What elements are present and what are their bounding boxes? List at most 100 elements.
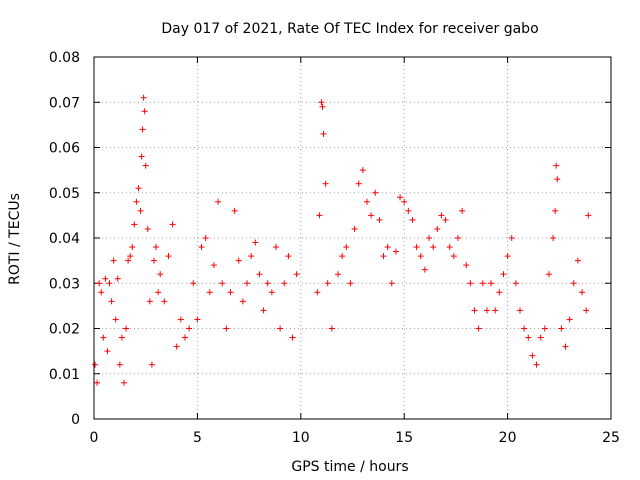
- data-point-marker: [553, 162, 560, 169]
- data-point-marker: [562, 343, 569, 350]
- data-point-marker: [488, 280, 495, 287]
- data-point-marker: [219, 280, 226, 287]
- data-point-marker: [127, 253, 134, 260]
- data-point-marker: [100, 334, 107, 341]
- y-tick-label: 0.06: [49, 141, 80, 157]
- data-point-marker: [500, 271, 507, 278]
- x-tick-label: 5: [193, 430, 202, 446]
- data-point-marker: [190, 280, 197, 287]
- data-point-marker: [165, 253, 172, 260]
- data-point-marker: [322, 180, 329, 187]
- data-point-marker: [483, 307, 490, 314]
- data-point-marker: [417, 253, 424, 260]
- data-point-marker: [335, 271, 342, 278]
- data-point-marker: [155, 289, 162, 296]
- data-point-marker: [118, 334, 125, 341]
- data-point-marker: [108, 298, 115, 305]
- data-point-marker: [318, 99, 325, 106]
- data-point-marker: [583, 307, 590, 314]
- data-point-marker: [566, 316, 573, 323]
- axis-ticks: 0 5 10 15 20 25 0 0.01 0.02 0.03 0.04 0.05 0.06 0.07 0…: [49, 50, 620, 446]
- data-point-marker: [161, 298, 168, 305]
- data-point-marker: [144, 225, 151, 232]
- data-point-marker: [450, 253, 457, 260]
- data-point-marker: [446, 244, 453, 251]
- data-point-marker: [454, 235, 461, 241]
- data-point-marker: [397, 194, 404, 201]
- data-point-marker: [215, 198, 222, 205]
- data-point-marker: [186, 325, 193, 332]
- data-point-marker: [293, 271, 300, 278]
- data-point-marker: [133, 198, 140, 205]
- y-tick-label: 0: [71, 412, 80, 428]
- x-tick-label: 20: [499, 430, 517, 446]
- data-point-marker: [438, 212, 445, 219]
- data-point-marker: [320, 130, 327, 137]
- data-point-marker: [459, 207, 466, 214]
- data-point-marker: [104, 348, 111, 355]
- data-point-marker: [252, 239, 259, 246]
- data-point-marker: [405, 207, 412, 214]
- data-point-marker: [223, 325, 230, 332]
- data-point-marker: [94, 379, 101, 386]
- data-point-marker: [110, 257, 117, 264]
- data-point-marker: [585, 212, 592, 219]
- data-point-marker: [198, 244, 205, 251]
- data-point-marker: [146, 298, 153, 305]
- data-point-marker: [106, 280, 113, 287]
- data-point-marker: [426, 235, 433, 241]
- data-point-marker: [372, 189, 379, 196]
- data-point-marker: [541, 325, 548, 332]
- data-point-marker: [525, 334, 532, 341]
- x-tick-label: 15: [395, 430, 413, 446]
- data-point-marker: [239, 298, 246, 305]
- data-point-marker: [256, 271, 263, 278]
- data-point-marker: [210, 262, 217, 269]
- data-point-marker: [537, 334, 544, 341]
- data-point-marker: [347, 280, 354, 287]
- data-point-marker: [202, 235, 209, 241]
- data-point-marker: [508, 235, 515, 241]
- data-point-marker: [328, 325, 335, 332]
- data-point-marker: [550, 235, 557, 241]
- data-point-marker: [430, 244, 437, 251]
- data-point-marker: [177, 316, 184, 323]
- data-point-marker: [98, 289, 105, 296]
- data-point-marker: [135, 185, 142, 192]
- data-point-marker: [479, 280, 486, 287]
- y-tick-label: 0.01: [49, 367, 80, 383]
- chart-title: Day 017 of 2021, Rate Of TEC Index for r…: [161, 21, 538, 37]
- data-point-marker: [355, 180, 362, 187]
- data-point-marker: [442, 216, 449, 223]
- data-point-marker: [324, 280, 331, 287]
- data-point-marker: [194, 316, 201, 323]
- data-point-marker: [554, 176, 561, 183]
- data-point-marker: [285, 253, 292, 260]
- y-tick-label: 0.04: [49, 231, 80, 247]
- data-points: [92, 94, 592, 386]
- data-point-marker: [264, 280, 271, 287]
- y-tick-label: 0.08: [49, 50, 80, 66]
- data-point-marker: [268, 289, 275, 296]
- x-tick-label: 10: [292, 430, 310, 446]
- data-point-marker: [272, 244, 279, 251]
- data-point-marker: [140, 94, 147, 101]
- data-point-marker: [368, 212, 375, 219]
- data-point-marker: [316, 212, 323, 219]
- data-point-marker: [96, 280, 103, 287]
- data-point-marker: [467, 280, 474, 287]
- data-point-marker: [570, 280, 577, 287]
- data-point-marker: [574, 257, 581, 264]
- data-point-marker: [363, 198, 370, 205]
- data-point-marker: [248, 253, 255, 260]
- data-point-marker: [434, 225, 441, 232]
- data-point-marker: [123, 325, 130, 332]
- data-point-marker: [173, 343, 180, 350]
- y-tick-label: 0.03: [49, 276, 80, 292]
- data-point-marker: [471, 307, 478, 314]
- data-point-marker: [384, 244, 391, 251]
- plot-frame: [93, 56, 612, 420]
- data-point-marker: [120, 379, 127, 386]
- data-point-marker: [244, 280, 251, 287]
